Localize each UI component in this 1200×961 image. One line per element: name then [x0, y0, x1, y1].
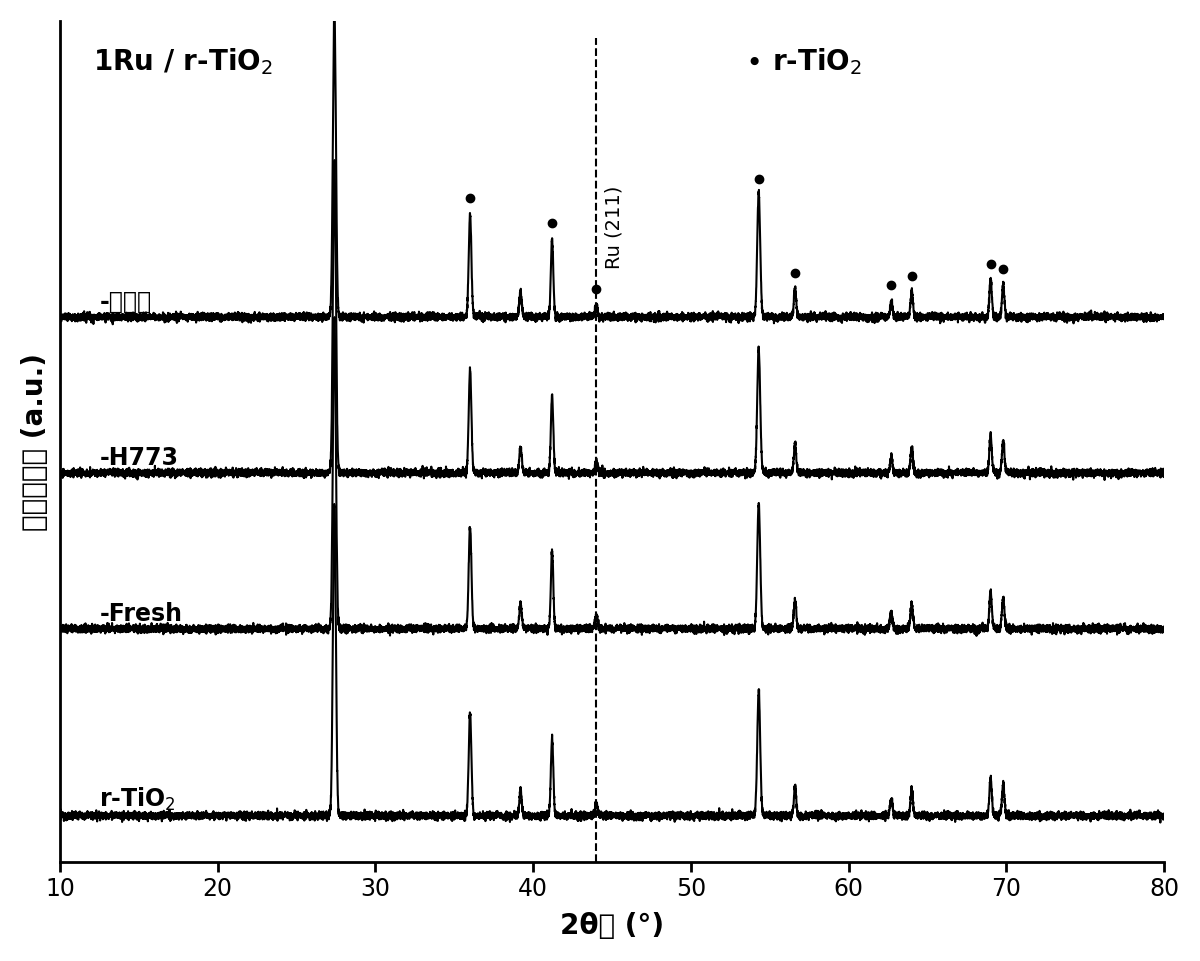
- Text: -H773: -H773: [100, 446, 179, 470]
- Text: -反应后: -反应后: [100, 290, 151, 314]
- Y-axis label: 衍射峰强度 (a.u.): 衍射峰强度 (a.u.): [20, 353, 49, 530]
- Text: 1Ru / r-TiO$_2$: 1Ru / r-TiO$_2$: [94, 46, 272, 77]
- Text: $\bullet$ r-TiO$_2$: $\bullet$ r-TiO$_2$: [744, 46, 862, 77]
- Text: r-TiO$_2$: r-TiO$_2$: [100, 785, 176, 813]
- Text: Ru (211): Ru (211): [604, 186, 623, 269]
- Text: -Fresh: -Fresh: [100, 602, 182, 626]
- X-axis label: 2θ角 (°): 2θ角 (°): [560, 912, 664, 940]
